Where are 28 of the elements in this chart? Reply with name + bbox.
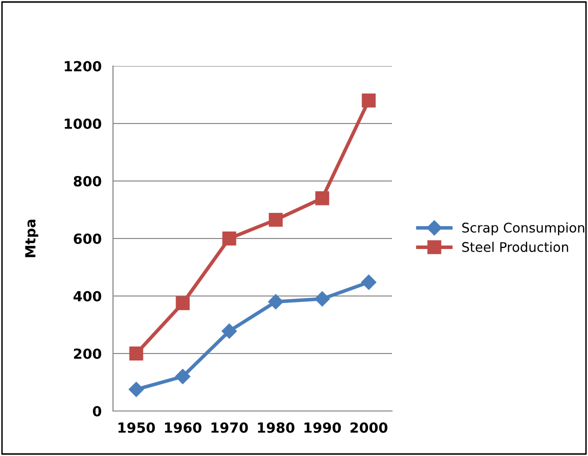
- x-tick-label: 1960: [164, 422, 202, 433]
- point: [175, 368, 190, 384]
- point: [362, 94, 376, 108]
- point: [361, 274, 376, 290]
- y-axis-title: Mtpa: [25, 220, 38, 258]
- y-tick-label: 200: [74, 348, 102, 359]
- point: [268, 212, 283, 227]
- y-tick-label: 1200: [64, 60, 102, 72]
- y-tick-label: 800: [74, 176, 102, 186]
- point: [222, 324, 237, 339]
- point: [176, 296, 190, 310]
- point: [128, 382, 144, 398]
- x-tick-label: 1990: [304, 422, 341, 433]
- point: [315, 191, 330, 206]
- y-tick-label: 600: [74, 233, 102, 244]
- y-tick-label: 400: [74, 290, 102, 302]
- y-tick-label: 1000: [64, 118, 102, 129]
- x-tick-label: 1980: [258, 422, 294, 433]
- point: [314, 291, 330, 306]
- x-tick-label: 1950: [118, 422, 155, 433]
- legend-label: Scrap Consumpion: [462, 222, 584, 236]
- point: [268, 294, 284, 310]
- legend-label: Steel Production: [462, 242, 568, 252]
- x-tick-label: 2000: [350, 422, 388, 433]
- point: [222, 232, 236, 246]
- y-tick-label: 0: [92, 406, 102, 416]
- point: [129, 346, 144, 360]
- x-tick-label: 1970: [211, 422, 248, 433]
